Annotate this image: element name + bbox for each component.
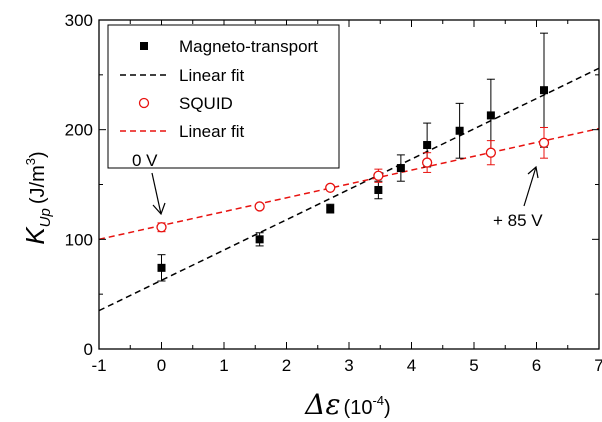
legend-label-red-fit: Linear fit	[179, 122, 244, 141]
legend-label-magneto: Magneto-transport	[179, 37, 318, 56]
legend-label-squid: SQUID	[179, 94, 233, 113]
y-tick-labels: 0 100 200 300	[65, 11, 93, 359]
point-squid-4	[421, 157, 433, 168]
y-tick-label-3: 300	[65, 11, 93, 30]
point-magneto-2	[326, 204, 335, 213]
x-tick-label-6: 5	[469, 356, 478, 375]
annotation-85v: + 85 V	[493, 211, 543, 230]
axis-ticks	[98, 19, 600, 350]
point-squid-2	[325, 182, 336, 193]
legend-box	[107, 24, 340, 169]
annotation-0v-arrow	[151, 172, 166, 216]
point-squid-0	[156, 222, 167, 233]
x-tick-label-2: 1	[219, 356, 228, 375]
point-magneto-0	[157, 263, 166, 272]
legend-marker-magneto	[140, 42, 148, 50]
point-magneto-5	[423, 141, 432, 150]
y-axis-title: KUp(J/m3)	[20, 151, 54, 244]
x-tick-label-5: 4	[407, 356, 416, 375]
x-tick-label-7: 6	[532, 356, 541, 375]
y-tick-label-1: 100	[65, 230, 93, 249]
x-tick-label-4: 3	[344, 356, 353, 375]
x-tick-label-8: 7	[594, 356, 602, 375]
x-axis-title: Δε (10-4)	[304, 388, 390, 421]
x-tick-label-1: 0	[157, 356, 166, 375]
annotation-85v-arrow	[523, 165, 539, 207]
point-squid-3	[373, 170, 384, 181]
point-squid-6	[538, 137, 550, 148]
x-tick-label-3: 2	[282, 356, 291, 375]
legend: Magneto-transport Linear fit SQUID Linea…	[107, 24, 340, 169]
point-magneto-7	[486, 111, 495, 120]
point-magneto-3	[374, 185, 383, 194]
point-magneto-1	[255, 235, 264, 244]
data-markers	[156, 86, 550, 272]
fit-line-1	[98, 127, 600, 241]
legend-marker-squid	[138, 97, 150, 109]
point-squid-1	[254, 201, 265, 212]
point-squid-5	[485, 147, 497, 158]
fit-line-0	[98, 67, 600, 312]
point-magneto-6	[455, 126, 464, 135]
y-tick-label-2: 200	[65, 121, 93, 140]
annotation-0v: 0 V	[132, 151, 158, 170]
x-tick-label-0: -1	[91, 356, 106, 375]
point-magneto-4	[396, 164, 405, 173]
y-tick-label-0: 0	[84, 340, 93, 359]
fit-lines	[98, 67, 600, 312]
legend-label-black-fit: Linear fit	[179, 66, 244, 85]
point-magneto-8	[540, 86, 548, 95]
x-tick-labels: -1 0 1 2 3 4 5 6 7	[91, 356, 602, 375]
